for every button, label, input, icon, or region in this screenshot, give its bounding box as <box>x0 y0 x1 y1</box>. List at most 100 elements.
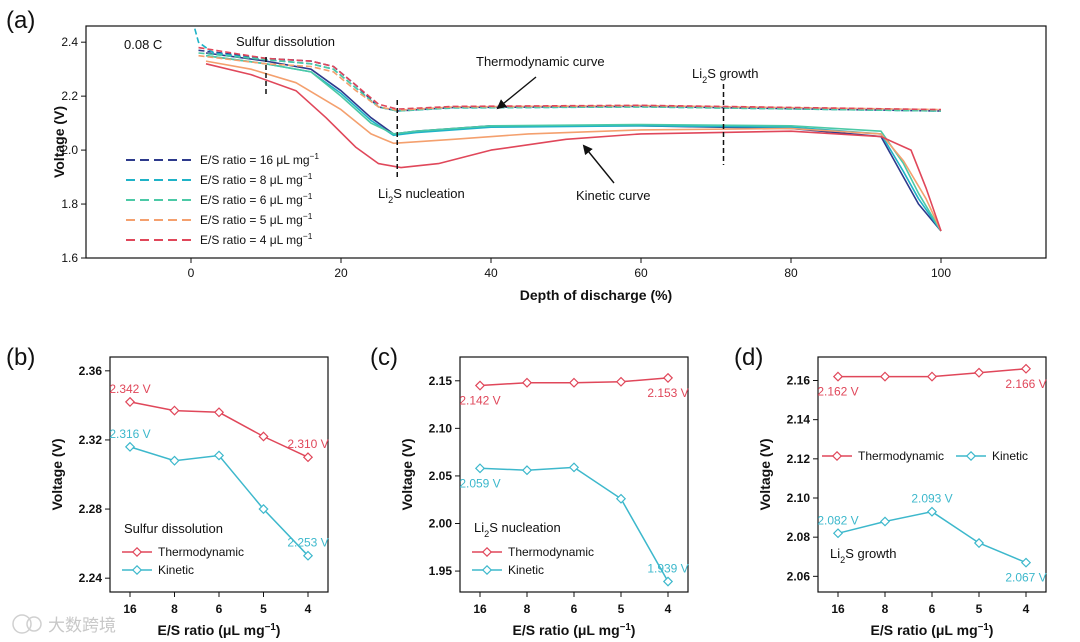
point-b-kinetic <box>213 450 225 461</box>
panel-d: (d) 16 8 6 5 4 2.06 2.08 2.10 2.12 2.14 2.16 E/S rat… <box>734 344 1047 638</box>
point-d-thermodynamic <box>879 371 891 382</box>
y-tick-label-a: 1.8 <box>61 197 78 211</box>
legend-label-d-0: Thermodynamic <box>858 449 944 463</box>
y-tick-label-d: 2.10 <box>787 491 811 505</box>
series-line-4-thermo <box>198 46 942 111</box>
legend-label-b-0: Thermodynamic <box>158 545 244 559</box>
y-tick-label-a: 2.4 <box>61 35 78 49</box>
anno-kinetic-curve: Kinetic curve <box>576 188 650 203</box>
y-tick-label-b: 2.28 <box>79 502 103 516</box>
panel-label-a: (a) <box>6 7 35 34</box>
point-d-kinetic <box>926 506 938 517</box>
x-tick-label-a: 0 <box>188 266 195 280</box>
series-line-6-thermo <box>198 52 942 112</box>
y-tick-label-c: 2.00 <box>429 516 453 530</box>
y-axis-title-b: Voltage (V) <box>49 438 65 510</box>
series-line-6-kinetic <box>205 54 942 232</box>
x-tick-label-d: 4 <box>1023 602 1030 616</box>
subplot-title-b: Sulfur dissolution <box>124 521 223 536</box>
legend-label-c-0: Thermodynamic <box>508 545 594 559</box>
x-tick-label-c: 5 <box>618 602 625 616</box>
watermark-logo-icon-inner <box>26 616 42 632</box>
x-axis-title-b: E/S ratio (μL mg−1) <box>158 622 281 639</box>
point-b-kinetic <box>302 550 314 561</box>
x-tick-label-a: 80 <box>784 266 798 280</box>
x-tick-label-b: 6 <box>216 602 223 616</box>
legend-label-1: E/S ratio = 8 μL mg−1 <box>200 171 313 187</box>
panel-c: (c) 16 8 6 5 4 1.95 2.00 2.05 2.10 2.15 E/S ratio (… <box>370 344 689 638</box>
series-line-5-kinetic <box>205 60 942 232</box>
x-tick-label-c: 6 <box>571 602 578 616</box>
anno-sulfur-dissolution: Sulfur dissolution <box>236 34 335 49</box>
point-d-kinetic <box>973 537 985 549</box>
anno-thermodynamic-curve: Thermodynamic curve <box>476 54 605 69</box>
anno-li2s-growth: Li2S growth <box>692 66 759 85</box>
anno-li2s-nucleation: Li2S nucleation <box>378 186 465 205</box>
data-label-b: 2.310 V <box>287 437 328 451</box>
data-label-c: 2.153 V <box>647 386 688 400</box>
point-b-thermodynamic <box>302 452 314 463</box>
legend-label-d-1: Kinetic <box>992 449 1028 463</box>
x-tick-label-d: 5 <box>976 602 983 616</box>
x-tick-label-b: 16 <box>123 602 137 616</box>
series-line-4-kinetic <box>205 63 942 232</box>
point-b-thermodynamic <box>169 405 180 416</box>
y-tick-label-c: 2.10 <box>429 421 453 435</box>
x-axis-title-c: E/S ratio (μL mg−1) <box>513 622 636 639</box>
x-tick-label-c: 8 <box>524 602 531 616</box>
legend-marker-c-0 <box>481 546 493 558</box>
watermark-text: 大数跨境 <box>48 616 116 635</box>
data-label-c: 2.142 V <box>459 394 500 408</box>
legend-label-4: E/S ratio = 4 μL mg−1 <box>200 231 313 247</box>
data-label-d: 2.067 V <box>1005 571 1046 585</box>
legend-label-c-1: Kinetic <box>508 563 544 577</box>
point-c-kinetic <box>474 463 486 474</box>
y-tick-label-b: 2.36 <box>79 364 103 378</box>
x-tick-label-a: 60 <box>634 266 648 280</box>
data-label-b: 2.316 V <box>109 427 150 441</box>
rate-label: 0.08 C <box>124 37 162 52</box>
point-d-thermodynamic <box>1020 363 1032 374</box>
panel-label-c: (c) <box>370 344 398 371</box>
y-tick-label-c: 2.15 <box>429 374 453 388</box>
x-tick-label-b: 5 <box>260 602 267 616</box>
point-d-kinetic <box>1020 557 1032 568</box>
series-line-16-kinetic <box>205 52 942 232</box>
point-c-kinetic <box>521 465 533 476</box>
y-axis-title-d: Voltage (V) <box>757 438 773 510</box>
y-tick-label-a: 2.2 <box>61 89 78 103</box>
legend-marker-b-0 <box>131 546 143 558</box>
point-c-kinetic <box>662 576 674 587</box>
y-tick-label-d: 2.14 <box>787 413 811 427</box>
point-c-kinetic <box>615 493 627 504</box>
panel-label-b: (b) <box>6 344 35 371</box>
legend-marker-d-0 <box>831 450 843 462</box>
data-label-d: 2.162 V <box>817 385 858 399</box>
point-d-kinetic <box>879 516 891 527</box>
subplot-title-c: Li2S nucleation <box>474 520 561 539</box>
point-c-thermodynamic <box>615 376 627 387</box>
panel-b: (b) 16 8 6 5 4 2.24 2.28 2.32 2.36 E/S ratio (μL m… <box>6 344 329 638</box>
point-d-kinetic <box>832 528 844 539</box>
point-b-kinetic <box>169 455 180 466</box>
point-c-thermodynamic <box>662 372 674 383</box>
series-line-8-kinetic <box>205 54 942 232</box>
data-label-c: 1.939 V <box>647 562 688 576</box>
x-tick-label-b: 4 <box>305 602 312 616</box>
point-b-thermodynamic <box>124 396 136 407</box>
subplot-title-d: Li2S growth <box>830 546 897 565</box>
legend-label-3: E/S ratio = 5 μL mg−1 <box>200 211 313 227</box>
data-label-d: 2.082 V <box>817 513 858 527</box>
y-tick-label-d: 2.06 <box>787 569 811 583</box>
data-label-c: 2.059 V <box>459 476 500 490</box>
series-line-b-kinetic <box>129 446 309 557</box>
point-b-kinetic <box>124 441 136 452</box>
y-tick-label-d: 2.12 <box>787 452 811 466</box>
point-b-thermodynamic <box>213 407 225 418</box>
watermark-logo-icon <box>12 614 32 634</box>
point-c-thermodynamic <box>568 377 580 388</box>
legend-marker-b-1 <box>131 564 143 576</box>
x-tick-label-a: 40 <box>484 266 498 280</box>
point-d-thermodynamic <box>832 371 844 382</box>
